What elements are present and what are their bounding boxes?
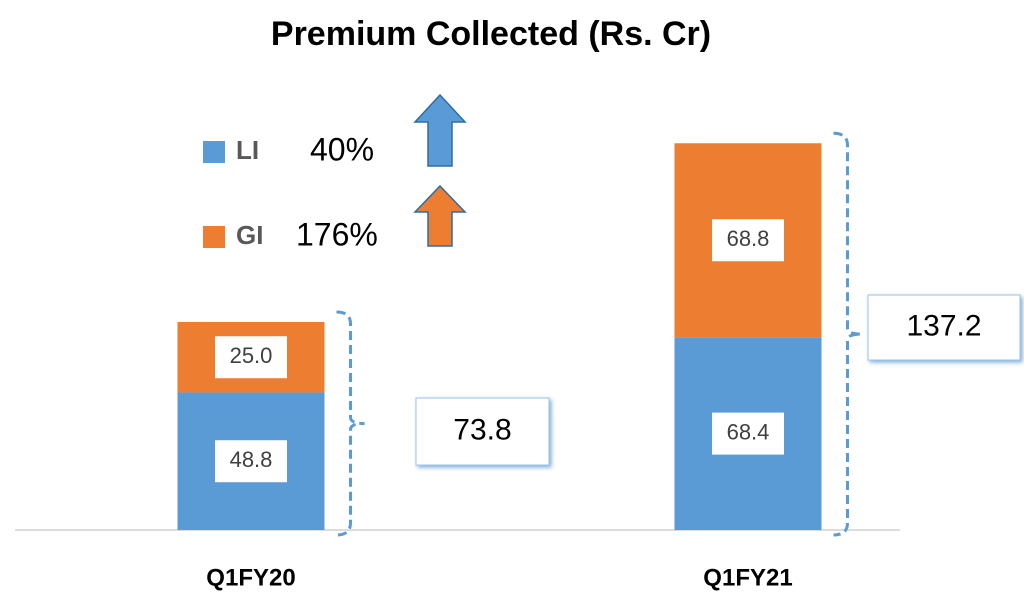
total-label: 73.8 — [453, 413, 511, 446]
total-label: 137.2 — [906, 309, 981, 342]
growth-label: 40% — [310, 131, 374, 167]
total-brace — [833, 131, 862, 537]
value-label: 48.8 — [230, 447, 273, 472]
x-tick-label: Q1FY20 — [206, 564, 295, 591]
up-arrow — [413, 93, 467, 167]
growth-label: 176% — [296, 216, 378, 252]
legend-label: GI — [236, 220, 263, 250]
value-label-box — [215, 440, 287, 483]
total-brace — [336, 310, 365, 537]
legend-swatch — [203, 141, 225, 163]
total-box — [867, 294, 1021, 361]
chart-title: Premium Collected (Rs. Cr) — [271, 15, 711, 53]
total-box — [415, 397, 550, 466]
legend-swatch — [203, 226, 225, 248]
value-label-box — [215, 336, 287, 379]
value-label: 25.0 — [230, 343, 273, 368]
value-label: 68.8 — [727, 226, 770, 251]
x-tick-label: Q1FY21 — [703, 564, 792, 591]
value-label: 68.4 — [727, 419, 770, 444]
legend-label: LI — [236, 135, 259, 165]
value-label-box — [712, 219, 784, 262]
value-label-box — [712, 412, 784, 455]
up-arrow — [413, 184, 467, 247]
